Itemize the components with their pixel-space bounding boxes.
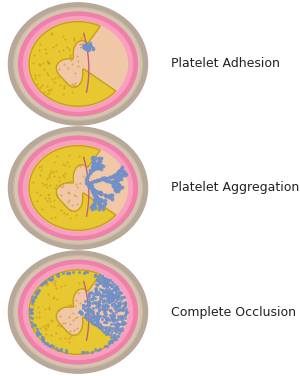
Ellipse shape: [14, 132, 142, 244]
Text: Complete Occlusion: Complete Occlusion: [171, 306, 296, 318]
Ellipse shape: [28, 145, 128, 231]
Ellipse shape: [19, 12, 137, 116]
Ellipse shape: [8, 3, 148, 125]
Ellipse shape: [8, 251, 148, 373]
Polygon shape: [29, 270, 116, 354]
Ellipse shape: [28, 21, 128, 107]
Ellipse shape: [19, 136, 137, 240]
Ellipse shape: [23, 17, 133, 111]
Polygon shape: [29, 22, 116, 106]
Ellipse shape: [8, 127, 148, 249]
Text: Platelet Aggregation: Platelet Aggregation: [171, 182, 299, 194]
Ellipse shape: [14, 256, 142, 368]
Polygon shape: [29, 146, 116, 230]
Ellipse shape: [14, 8, 142, 120]
Ellipse shape: [23, 265, 133, 359]
Text: Platelet Adhesion: Platelet Adhesion: [171, 58, 280, 70]
Ellipse shape: [28, 269, 128, 355]
Ellipse shape: [23, 141, 133, 235]
Ellipse shape: [19, 260, 137, 364]
